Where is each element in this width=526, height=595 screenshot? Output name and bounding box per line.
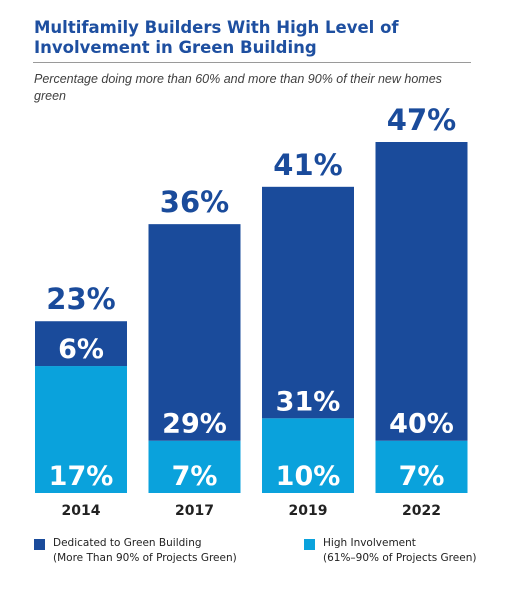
chart-subtitle: Percentage doing more than 60% and more … <box>34 72 442 103</box>
x-tick-label-2017: 2017 <box>175 503 214 519</box>
chart-title: Multifamily Builders With High Level of … <box>34 18 399 57</box>
legend-swatch-high-involvement <box>304 539 315 550</box>
legend-label-dedicated: Dedicated to Green Building <box>53 537 202 549</box>
bar-dedicated-to-green-building-2022 <box>375 142 468 441</box>
title-divider <box>33 62 471 63</box>
data-label-dedicated-to-green-building-2017: 29% <box>162 409 227 440</box>
x-tick-label-2022: 2022 <box>402 503 441 519</box>
data-label-high-involvement-2014: 17% <box>49 461 114 492</box>
stacked-bar-chart: 17% 6% 23% 2014 7% 29% 36% 2017 10% 31% 41% 2019 7% 4… <box>35 103 468 519</box>
bar-dedicated-to-green-building-2019 <box>262 186 354 419</box>
legend-sublabel-dedicated: (More Than 90% of Projects Green) <box>53 552 237 564</box>
bar-dedicated-to-green-building-2014 <box>35 321 127 367</box>
legend-swatch-dedicated <box>34 539 45 550</box>
legend-item-high-involvement: High Involvement (61%–90% of Projects Gr… <box>304 536 476 566</box>
data-label-high-involvement-2022: 7% <box>399 461 445 492</box>
total-label-2019: 41% <box>273 148 342 182</box>
legend-text-dedicated: Dedicated to Green Building (More Than 9… <box>53 536 237 566</box>
data-label-dedicated-to-green-building-2022: 40% <box>389 409 454 440</box>
bar-dedicated-to-green-building-2017 <box>148 224 241 441</box>
total-label-2022: 47% <box>387 103 456 137</box>
bar-high-involvement-2022 <box>375 440 468 493</box>
data-label-high-involvement-2017: 7% <box>172 461 218 492</box>
bar-high-involvement-2014 <box>35 366 127 493</box>
total-label-2017: 36% <box>160 185 229 219</box>
bar-high-involvement-2017 <box>148 440 241 493</box>
bar-high-involvement-2019 <box>262 418 354 493</box>
legend-item-dedicated: Dedicated to Green Building (More Than 9… <box>34 536 237 566</box>
data-label-dedicated-to-green-building-2019: 31% <box>276 386 341 417</box>
data-label-dedicated-to-green-building-2014: 6% <box>58 334 104 365</box>
x-tick-label-2014: 2014 <box>62 503 101 519</box>
legend-label-high-involvement: High Involvement <box>323 537 416 549</box>
total-label-2014: 23% <box>46 282 115 316</box>
legend-sublabel-high-involvement: (61%–90% of Projects Green) <box>323 552 477 564</box>
legend-text-high-involvement: High Involvement (61%–90% of Projects Gr… <box>323 536 476 566</box>
x-tick-label-2019: 2019 <box>289 503 328 519</box>
data-label-high-involvement-2019: 10% <box>276 461 341 492</box>
